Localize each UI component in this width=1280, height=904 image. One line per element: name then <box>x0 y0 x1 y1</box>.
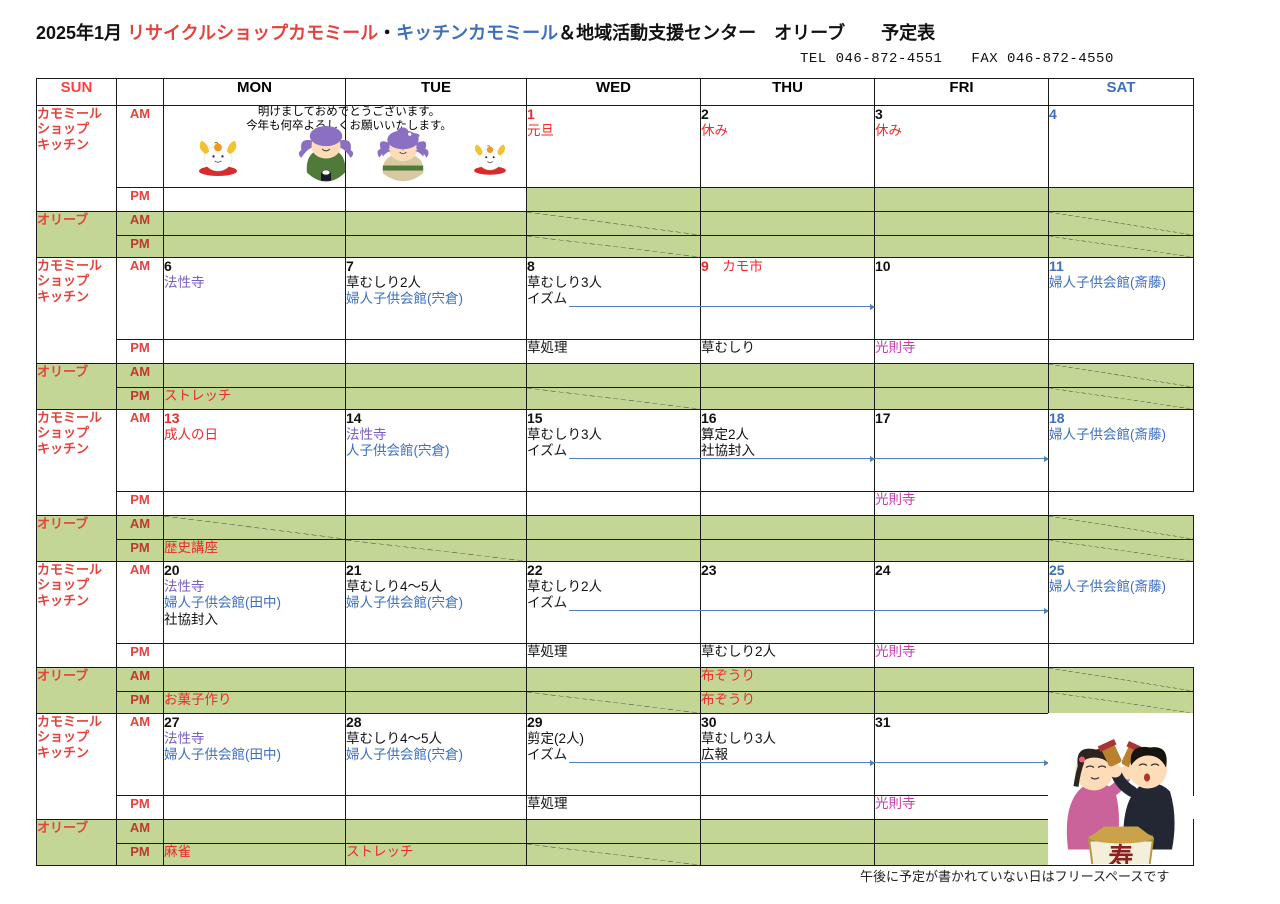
svg-text:寿: 寿 <box>1108 844 1133 865</box>
